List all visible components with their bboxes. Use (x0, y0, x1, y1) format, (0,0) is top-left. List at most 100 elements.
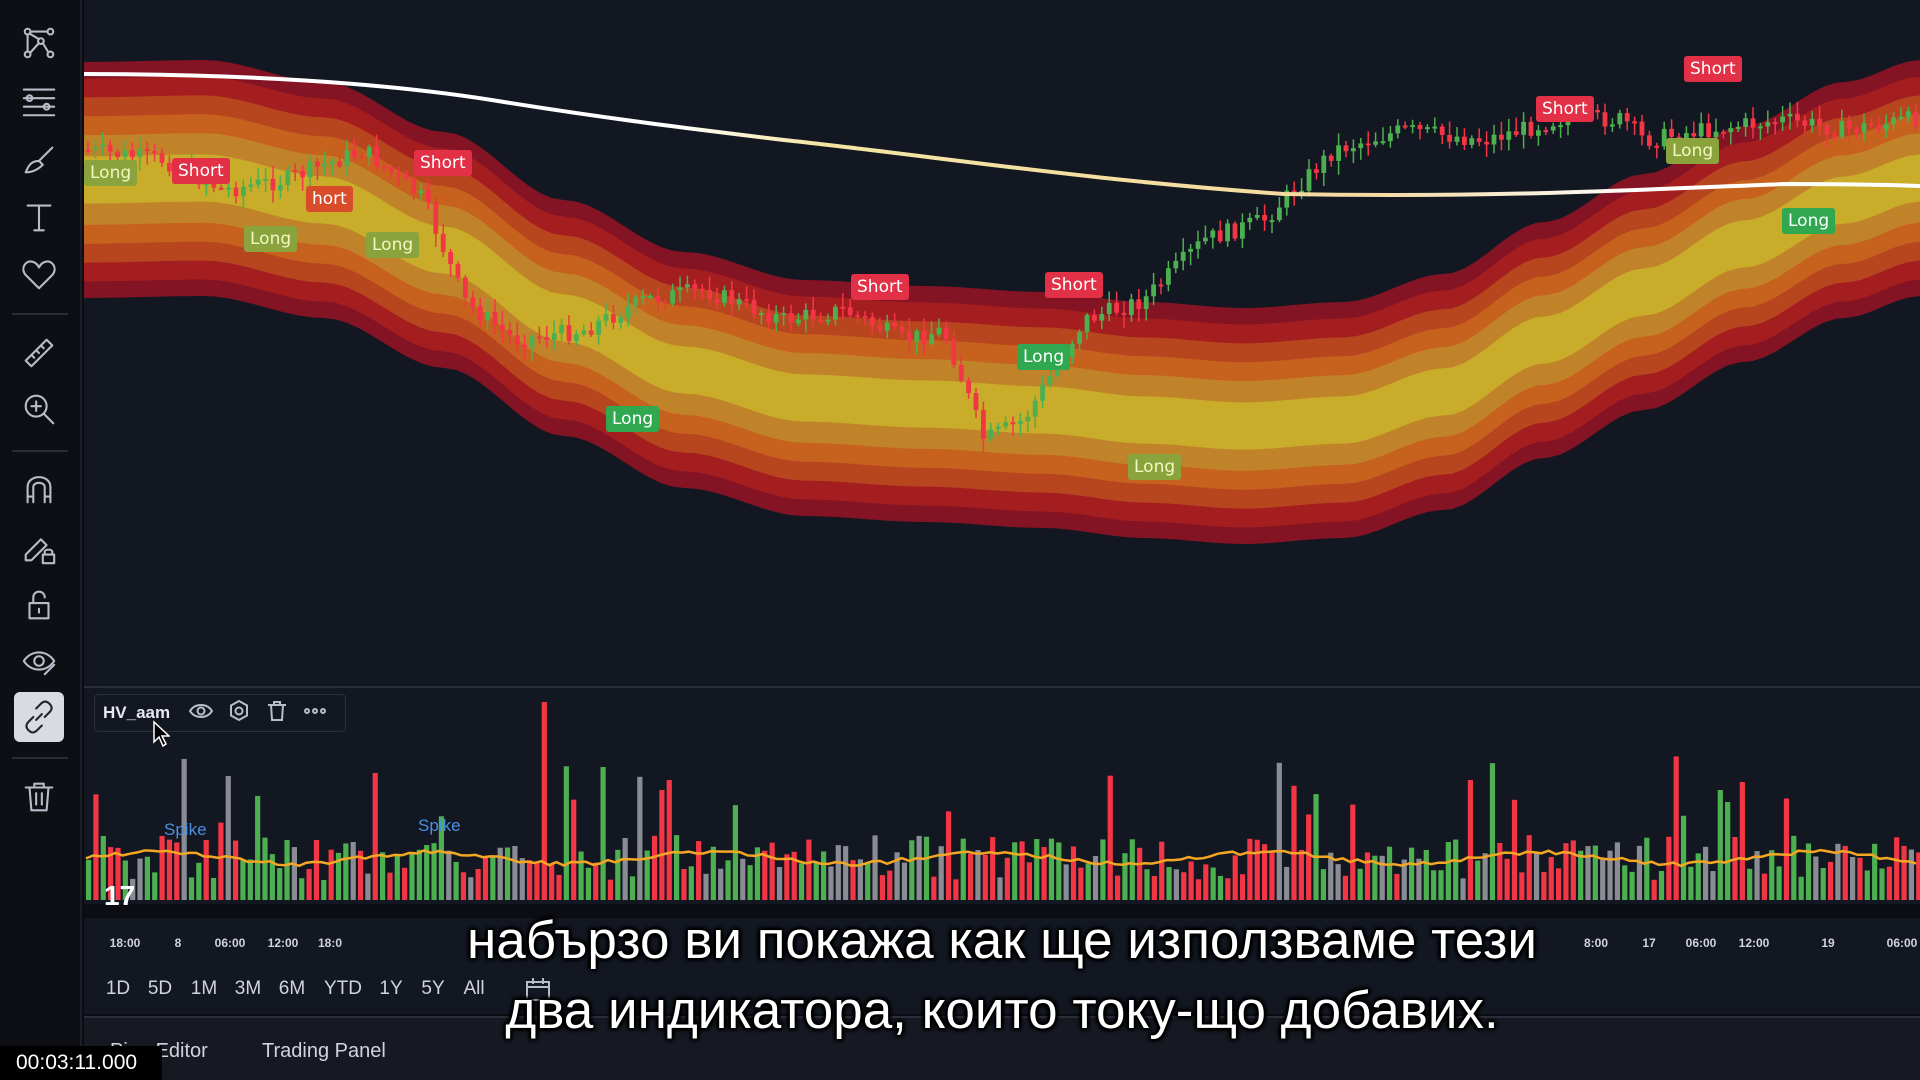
range-button-ytd[interactable]: YTD (324, 978, 362, 999)
candle-body (1099, 314, 1105, 321)
heart-icon[interactable] (14, 250, 64, 300)
volume-bar (1357, 868, 1363, 900)
volume-bar (100, 835, 106, 900)
candle-body (1188, 248, 1193, 252)
volume-bar (835, 845, 841, 900)
indicator-legend[interactable]: HV_aam (94, 694, 346, 732)
range-button-1d[interactable]: 1D (105, 978, 131, 999)
volume-bar (747, 865, 753, 900)
candle-body (529, 336, 535, 348)
calendar-icon[interactable] (524, 976, 552, 1002)
candle-body (662, 302, 668, 305)
volume-bar (931, 876, 937, 900)
magnet-icon[interactable] (14, 464, 64, 514)
volume-bar (313, 840, 320, 900)
text-icon[interactable] (14, 192, 64, 242)
volume-pane[interactable]: Spike Spike (84, 688, 1920, 904)
candle-body (1254, 214, 1260, 218)
candle-body (736, 299, 742, 305)
volume-bar (108, 847, 114, 900)
candle-body (485, 312, 490, 321)
volume-bar (1453, 839, 1459, 900)
fib-lines-icon[interactable] (14, 76, 64, 126)
network-icon[interactable] (14, 18, 64, 68)
candle-body (618, 317, 624, 323)
range-button-3m[interactable]: 3M (234, 978, 262, 999)
volume-bar (1556, 868, 1562, 900)
candle-body (1669, 128, 1674, 137)
volume-bar (960, 838, 966, 900)
volume-canvas (85, 702, 1920, 900)
tab-trading-panel[interactable]: Trading Panel (262, 1040, 386, 1062)
volume-bar (394, 854, 400, 900)
candle-body (714, 299, 720, 303)
eye-icon[interactable] (14, 636, 64, 686)
candle-body (1380, 141, 1386, 144)
candle-body (1114, 302, 1119, 313)
volume-bar (769, 842, 775, 900)
indicator-name[interactable]: HV_aam (103, 703, 171, 722)
zoom-in-icon[interactable] (14, 384, 64, 434)
candle-body (1617, 113, 1623, 125)
candle-body (766, 313, 772, 323)
candle-body (218, 187, 224, 190)
range-button-5y[interactable]: 5Y (421, 978, 445, 999)
candle-body (337, 161, 342, 167)
volume-bar (1570, 840, 1576, 900)
candle-body (1706, 123, 1711, 138)
volume-bar (152, 872, 158, 900)
pane-divider[interactable] (84, 686, 1920, 688)
volume-bar (1239, 874, 1246, 900)
trash-icon[interactable] (264, 698, 290, 729)
candle-body (1654, 145, 1660, 148)
candle-body (611, 314, 616, 323)
short-signal-label: hort (306, 186, 353, 212)
brush-icon[interactable] (14, 134, 64, 184)
settings-icon[interactable] (226, 698, 252, 729)
volume-bar (1431, 870, 1437, 900)
volume-bar (343, 843, 349, 900)
lock-pencil-icon[interactable] (14, 522, 64, 572)
volume-bar (1725, 802, 1731, 900)
range-button-5d[interactable]: 5D (147, 978, 173, 999)
range-button-1m[interactable]: 1M (190, 978, 218, 999)
range-button-all[interactable]: All (463, 978, 485, 999)
candle-body (685, 284, 690, 288)
volume-bar (277, 868, 283, 900)
unlock-icon[interactable] (14, 580, 64, 630)
toolbar-divider (12, 757, 68, 759)
volume-bar (1137, 847, 1143, 900)
volume-bar (740, 858, 746, 900)
more-icon[interactable] (302, 698, 328, 729)
volume-average-line (85, 848, 1917, 868)
eye-icon[interactable] (188, 698, 214, 729)
volume-bar (887, 870, 893, 900)
candle-body (1743, 118, 1748, 127)
candle-body (1735, 126, 1741, 129)
video-timestamp: 00:03:11.000 (0, 1046, 162, 1080)
volume-bar (424, 845, 430, 900)
volume-bar (541, 702, 547, 900)
ruler-icon[interactable] (14, 328, 64, 378)
volume-bar (901, 862, 908, 900)
volume-bar (1115, 875, 1121, 900)
volume-bar (1644, 837, 1650, 900)
candle-body (426, 190, 431, 203)
range-button-1y[interactable]: 1Y (379, 978, 403, 999)
volume-bar (1842, 845, 1848, 900)
candle-body (944, 327, 949, 339)
candle-body (1306, 169, 1312, 191)
candle-body (1536, 130, 1541, 136)
range-button-6m[interactable]: 6M (278, 978, 306, 999)
price-chart[interactable]: Long Short Short hort Long Long Long Short Long S… (84, 0, 1920, 686)
volume-bar (1489, 763, 1496, 900)
candle-body (263, 178, 268, 181)
link-icon[interactable] (14, 692, 64, 742)
volume-bar (1916, 852, 1920, 900)
trash-icon[interactable] (14, 772, 64, 822)
candle-body (648, 295, 653, 298)
volume-bar (1247, 838, 1253, 900)
volume-bar (703, 873, 709, 900)
volume-bar (879, 875, 885, 900)
time-axis[interactable]: 18:00 8 06:00 12:00 18:0 8:00 17 06:00 1… (84, 918, 1920, 962)
